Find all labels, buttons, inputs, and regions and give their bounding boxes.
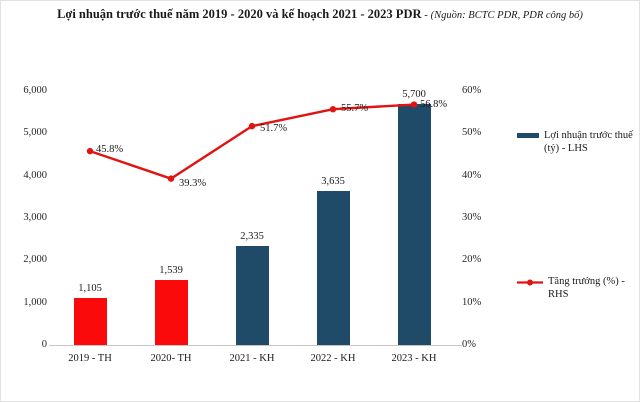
legend-label-line: Tăng trưởng (%) - RHS	[548, 276, 625, 300]
left-axis-tick: 4,000	[23, 169, 47, 181]
bar-value-label: 3,635	[321, 176, 345, 188]
bar-value-label: 2,335	[240, 231, 264, 243]
bar-2021 - KH	[235, 246, 269, 345]
category-label: 2022 - KH	[310, 353, 356, 364]
line-point-label: 56.8%	[420, 98, 448, 110]
bar-value-label: 1,539	[159, 264, 183, 276]
right-axis-tick: 10%	[462, 296, 482, 308]
category-label: 2020- TH	[150, 353, 192, 364]
chart-title-main: Lợi nhuận trước thuế năm 2019 - 2020 và …	[57, 7, 422, 21]
bar-2020- TH	[154, 279, 188, 345]
left-axis-tick: 3,000	[23, 212, 47, 223]
category-label: 2019 - TH	[68, 353, 112, 364]
chart-source-note: (Nguồn: BCTC PDR, PDR công bố)	[430, 10, 583, 21]
bar-2019 - TH	[73, 298, 107, 345]
bar-2022 - KH	[316, 191, 350, 345]
left-axis-tick: 1,000	[23, 296, 47, 308]
line-point-label: 51.7%	[260, 123, 288, 135]
chart-title: Lợi nhuận trước thuế năm 2019 - 2020 và …	[1, 7, 639, 22]
bar-value-label: 1,105	[78, 283, 102, 295]
chart-title-separator: -	[421, 9, 431, 21]
line-marker	[329, 106, 337, 113]
right-axis-tick: 40%	[462, 169, 482, 181]
legend-item-bars: Lợi nhuận trước thuế (tỷ) - LHS	[517, 129, 639, 155]
line-series-swatch	[517, 279, 543, 286]
legend-label-bars: Lợi nhuận trước thuế (tỷ) - LHS	[544, 130, 633, 154]
line-marker	[410, 101, 418, 108]
right-axis-tick: 60%	[462, 85, 482, 96]
line-point-label: 39.3%	[179, 177, 207, 189]
right-axis-tick: 0%	[462, 339, 476, 350]
bar-2023 - KH	[397, 103, 431, 345]
line-marker	[248, 122, 256, 130]
line-marker	[86, 147, 94, 155]
right-axis-tick: 50%	[462, 127, 482, 139]
left-axis-tick: 2,000	[23, 254, 47, 266]
bar-series-swatch	[517, 133, 539, 138]
x-axis-line	[49, 345, 463, 346]
left-axis-tick: 5,000	[23, 127, 47, 139]
left-axis-tick: 0	[41, 339, 47, 350]
right-axis-tick: 20%	[462, 254, 482, 266]
line-point-label: 45.8%	[96, 144, 124, 156]
line-marker	[167, 175, 175, 182]
right-axis-tick: 30%	[462, 212, 482, 223]
category-label: 2021 - KH	[229, 353, 275, 364]
category-label: 2023 - KH	[391, 353, 437, 364]
bar-value-label: 5,700	[402, 88, 426, 100]
legend-item-line: Tăng trưởng (%) - RHS	[517, 275, 639, 301]
line-point-label: 55.7%	[341, 103, 369, 115]
left-axis-tick: 6,000	[23, 85, 47, 96]
